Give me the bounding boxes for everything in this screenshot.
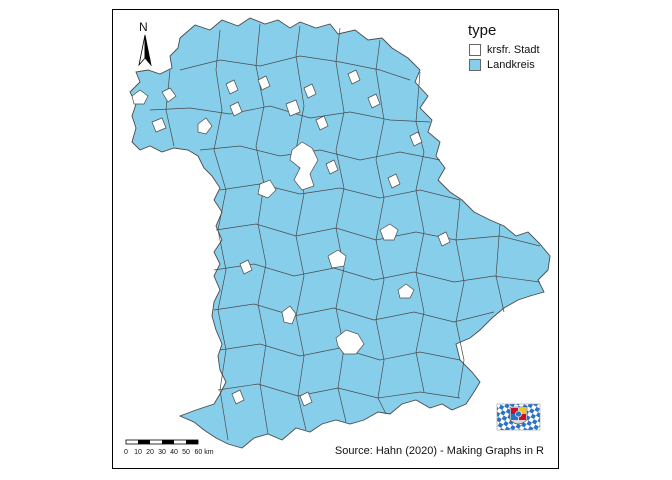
north-arrow-label: N	[139, 20, 148, 34]
bavaria-region	[129, 17, 551, 449]
scale-tick-label: 50	[182, 449, 190, 456]
legend-swatch-stadt	[469, 44, 481, 56]
district-borders	[149, 23, 541, 441]
scale-tick-label: 0	[124, 449, 128, 456]
north-arrow	[138, 34, 152, 67]
legend-item-stadt: krsfr. Stadt	[469, 43, 540, 57]
source-caption: Source: Hahn (2020) - Making Graphs in R	[334, 445, 544, 457]
legend-label-landkreis: Landkreis	[487, 59, 535, 71]
north-arrow-right-half	[144, 34, 152, 67]
legend-swatch-landkreis	[469, 59, 481, 71]
bavaria-flag-emblem	[496, 403, 541, 431]
scale-tick-label: 40	[170, 449, 178, 456]
city-enclaves	[131, 69, 451, 407]
scale-bar-segment	[186, 440, 198, 444]
legend-label-stadt: krsfr. Stadt	[487, 44, 540, 56]
scale-tick-label: 10	[134, 449, 142, 456]
scale-bar	[125, 439, 199, 445]
scale-tick-label: 60 km	[194, 449, 214, 456]
legend-item-landkreis: Landkreis	[469, 58, 535, 72]
north-arrow-left-half	[138, 34, 146, 67]
scale-tick-label: 20	[146, 449, 154, 456]
scale-bar-segment	[138, 440, 150, 444]
legend-title: type	[468, 22, 497, 39]
scale-tick-label: 30	[158, 449, 166, 456]
scale-bar-segment	[162, 440, 174, 444]
